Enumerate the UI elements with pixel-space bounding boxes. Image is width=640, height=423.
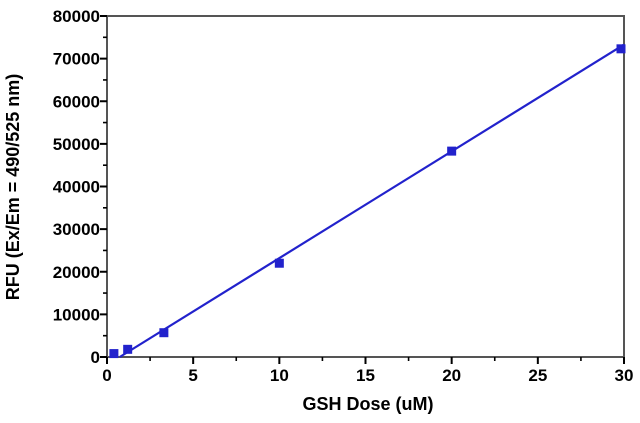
x-tick-label: 0	[102, 366, 111, 385]
x-axis-title: GSH Dose (uM)	[302, 394, 433, 414]
x-tick-label: 5	[188, 366, 197, 385]
y-tick-label: 70000	[53, 50, 100, 69]
data-point-square	[123, 344, 133, 354]
x-tick-label: 25	[528, 366, 547, 385]
data-point-square	[159, 328, 169, 338]
data-point-square	[447, 146, 457, 156]
y-tick-label: 30000	[53, 220, 100, 239]
data-point-square	[616, 44, 626, 54]
y-tick-label: 50000	[53, 135, 100, 154]
y-tick-label: 0	[91, 348, 100, 367]
plot-frame	[106, 15, 625, 358]
tick-labels: 0 5 10 15 20 25 30 0 10000 20000 30000 40000 50000 60…	[53, 7, 634, 385]
x-tick-label: 10	[270, 366, 289, 385]
x-tick-label: 30	[615, 366, 634, 385]
y-axis-title: RFU (Ex/Em = 490/525 nm)	[3, 74, 23, 301]
x-tick-label: 15	[356, 366, 375, 385]
y-tick-label: 40000	[53, 178, 100, 197]
data-point-square	[274, 258, 284, 268]
axis-ticks	[100, 15, 625, 364]
y-tick-label: 60000	[53, 92, 100, 111]
y-tick-label: 10000	[53, 305, 100, 324]
fit-line	[119, 43, 625, 358]
plot-frame-rect	[106, 15, 625, 358]
y-tick-label: 80000	[53, 7, 100, 26]
y-tick-label: 20000	[53, 263, 100, 282]
x-tick-label: 20	[442, 366, 461, 385]
data-series	[109, 43, 626, 359]
data-point-square	[109, 349, 119, 359]
